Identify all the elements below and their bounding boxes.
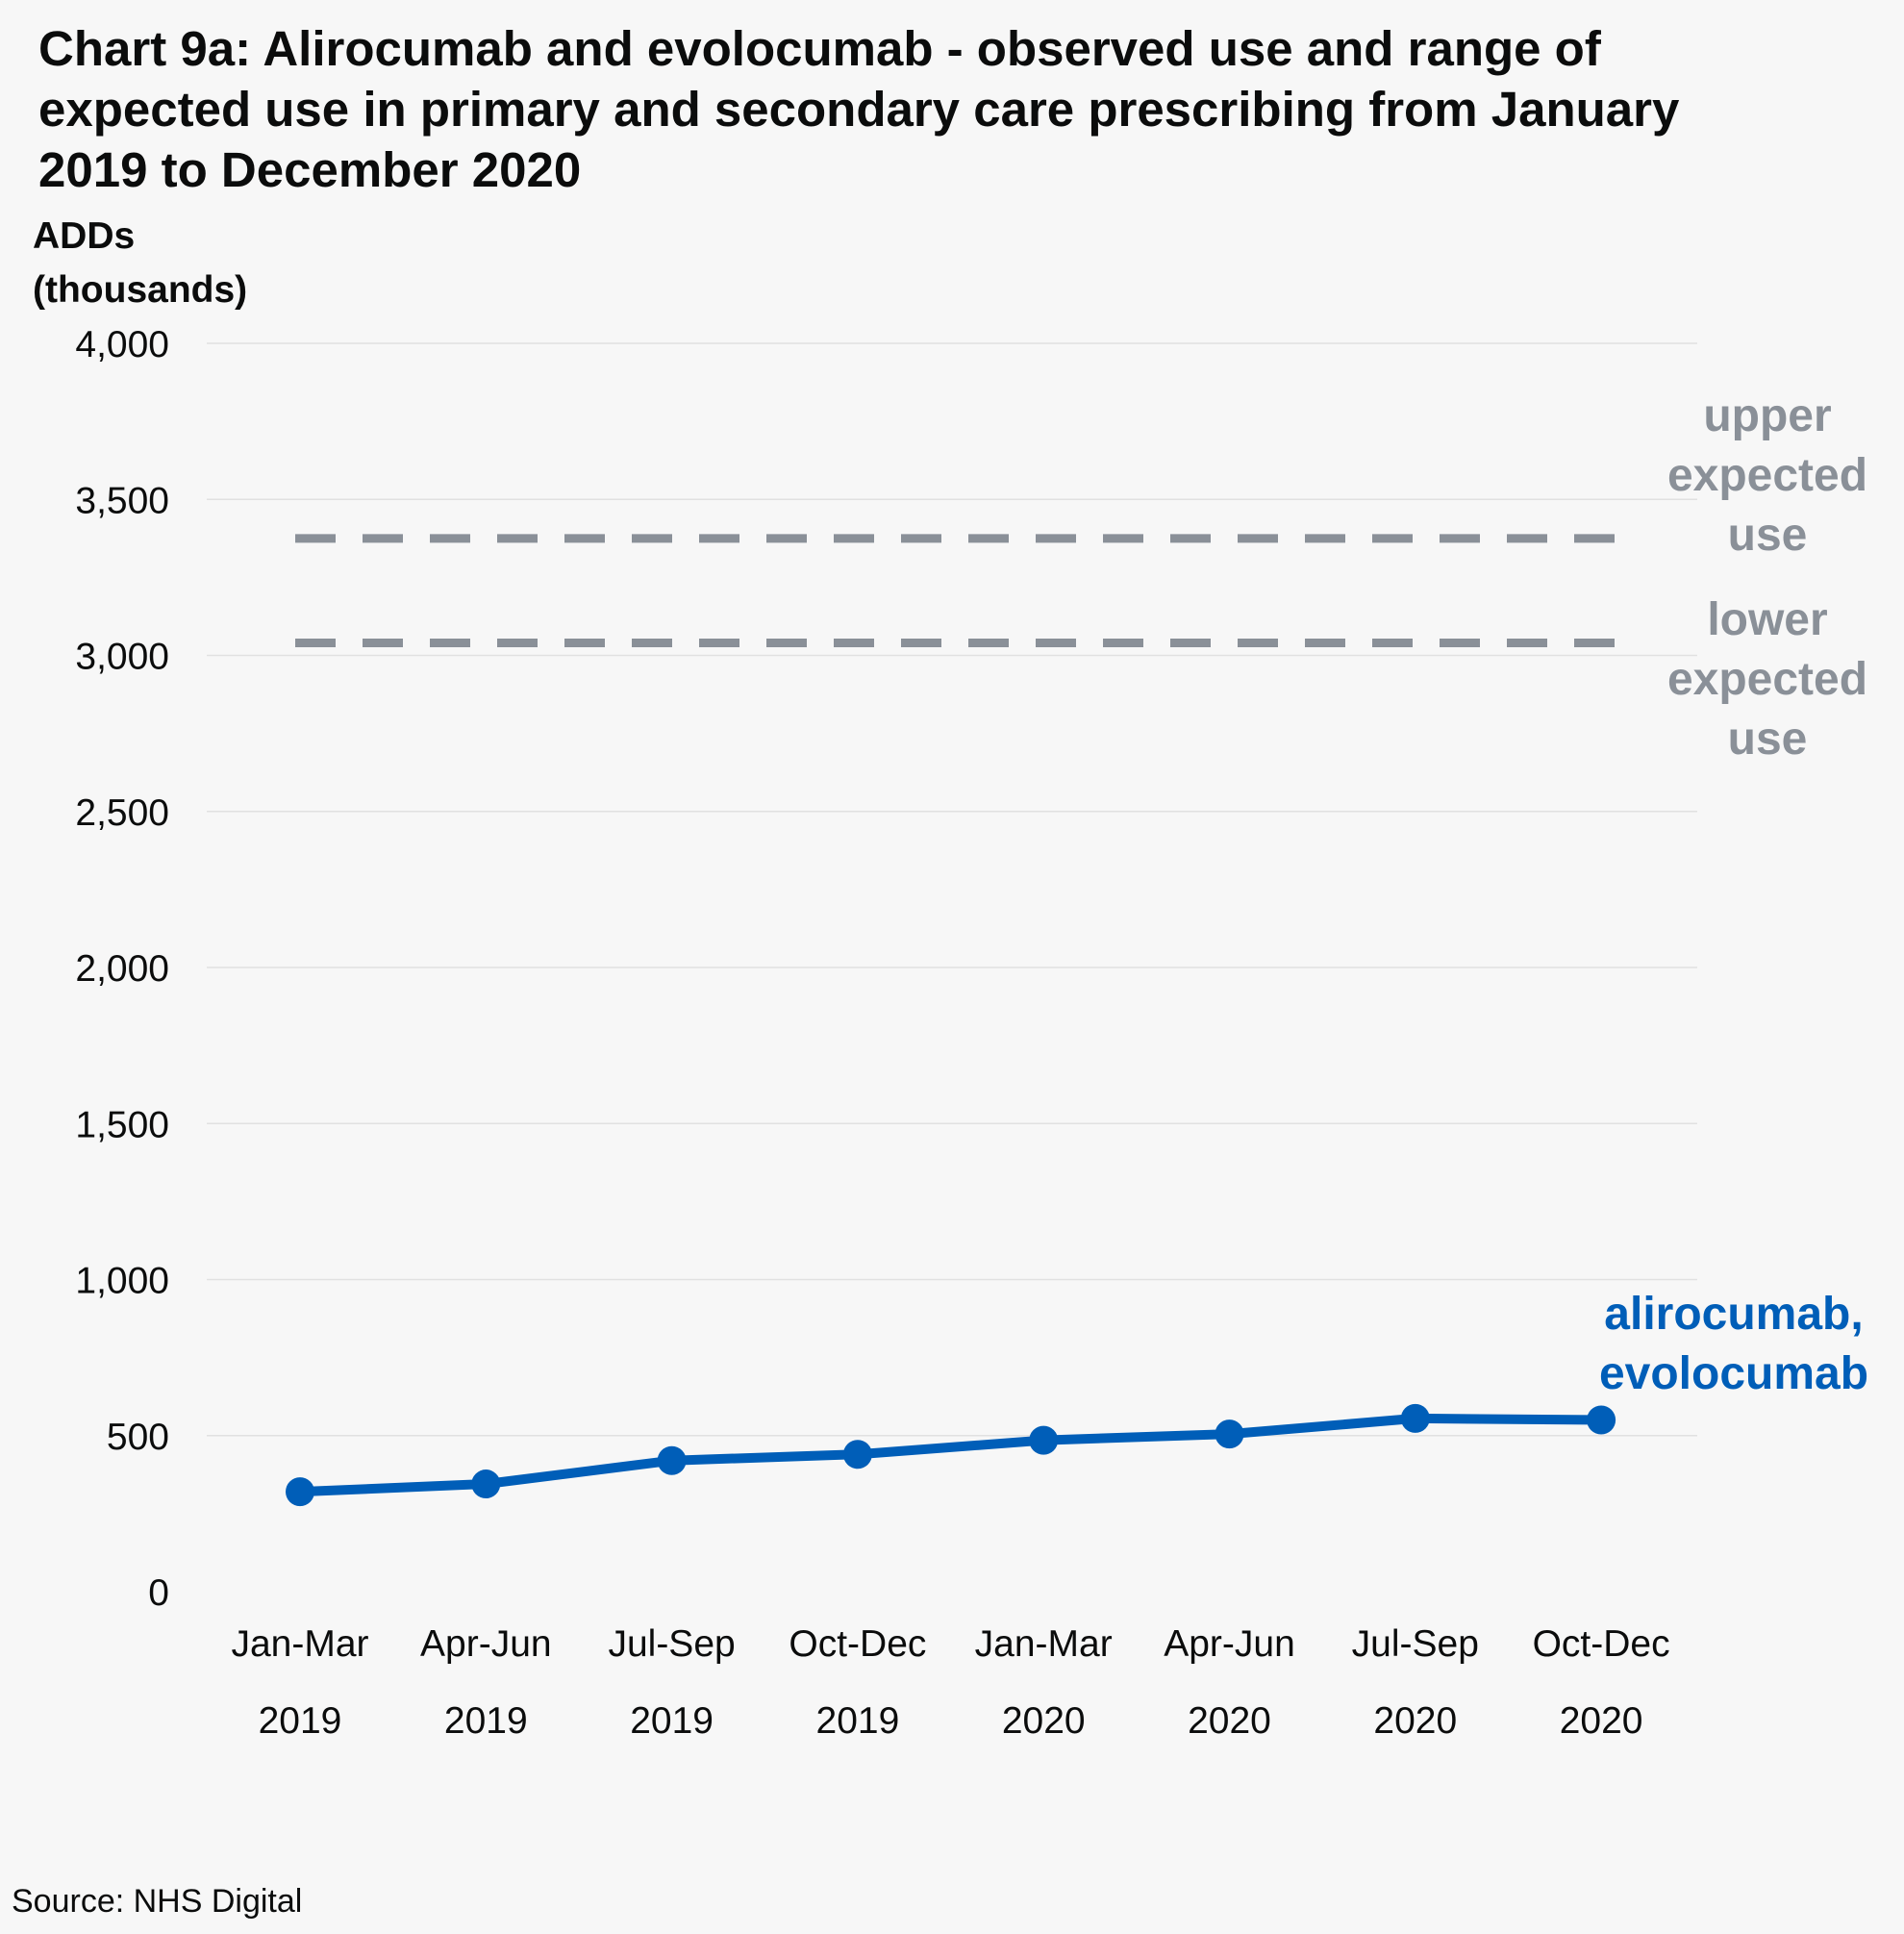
y-axis-label: ADDs (thousands) bbox=[33, 215, 247, 311]
chart-title: Chart 9a: Alirocumab and evolocumab - ob… bbox=[38, 21, 1680, 197]
x-tick-label: 2020 bbox=[1373, 1700, 1457, 1742]
x-tick-label: Apr-Jun bbox=[420, 1623, 552, 1665]
x-tick-label: Jul-Sep bbox=[608, 1623, 735, 1665]
x-tick-label: Jul-Sep bbox=[1352, 1623, 1479, 1665]
y-tick-label: 3,000 bbox=[75, 637, 169, 678]
data-point bbox=[842, 1440, 872, 1469]
y-tick-label: 3,500 bbox=[75, 480, 169, 521]
chart-title-line: expected use in primary and secondary ca… bbox=[38, 82, 1680, 137]
series-label: alirocumab, bbox=[1604, 1289, 1863, 1340]
y-tick-label: 2,000 bbox=[75, 948, 169, 990]
chart-title-line: Chart 9a: Alirocumab and evolocumab - ob… bbox=[38, 21, 1602, 76]
y-tick-label: 1,500 bbox=[75, 1104, 169, 1145]
x-tick-label: 2019 bbox=[259, 1700, 342, 1742]
x-tick-label: Jan-Mar bbox=[975, 1623, 1113, 1665]
x-tick-label: 2019 bbox=[630, 1700, 714, 1742]
data-point bbox=[471, 1469, 501, 1499]
x-tick-label: 2019 bbox=[816, 1700, 900, 1742]
x-tick-label: Oct-Dec bbox=[1533, 1623, 1670, 1665]
data-point bbox=[1215, 1419, 1244, 1449]
chart-title-line: 2019 to December 2020 bbox=[38, 142, 581, 197]
data-point bbox=[286, 1477, 314, 1507]
series: alirocumab, evolocumab bbox=[286, 1289, 1868, 1507]
y-axis-label-line: (thousands) bbox=[33, 269, 247, 311]
y-tick-label: 4,000 bbox=[75, 324, 169, 365]
x-tick-label: 2020 bbox=[1002, 1700, 1086, 1742]
y-tick-label: 0 bbox=[148, 1572, 169, 1614]
source-note: Source: NHS Digital bbox=[12, 1883, 302, 1920]
series-line bbox=[295, 1413, 1607, 1497]
y-axis-ticks: 0 500 1,000 1,500 2,000 2,500 3,000 3,500 4,000 bbox=[75, 324, 169, 1614]
data-point bbox=[1587, 1405, 1616, 1435]
reference-lines: upper expected use lower expected use bbox=[295, 390, 1867, 765]
x-tick-label: Jan-Mar bbox=[231, 1623, 368, 1665]
y-axis-label-line: ADDs bbox=[33, 215, 135, 257]
reference-line-label: expected bbox=[1667, 654, 1867, 705]
data-point bbox=[1029, 1425, 1059, 1455]
y-tick-label: 1,000 bbox=[75, 1261, 169, 1302]
series-label: evolocumab bbox=[1599, 1348, 1868, 1399]
x-axis-ticks: Jan-Mar 2019 Apr-Jun 2019 Jul-Sep 2019 Oct-Dec… bbox=[231, 1623, 1669, 1742]
reference-line-label: expected bbox=[1667, 450, 1867, 501]
reference-line-label: upper bbox=[1703, 390, 1831, 441]
x-tick-label: Apr-Jun bbox=[1164, 1623, 1295, 1665]
reference-line-label: lower bbox=[1707, 594, 1827, 645]
x-tick-label: Oct-Dec bbox=[789, 1623, 926, 1665]
y-tick-label: 2,500 bbox=[75, 792, 169, 834]
reference-line-label: use bbox=[1728, 510, 1808, 561]
reference-line-label: use bbox=[1728, 714, 1808, 765]
y-tick-label: 500 bbox=[107, 1417, 169, 1458]
gridlines bbox=[207, 342, 1697, 1437]
data-point bbox=[657, 1445, 687, 1475]
data-point bbox=[1400, 1403, 1430, 1433]
x-tick-label: 2020 bbox=[1560, 1700, 1643, 1742]
x-tick-label: 2019 bbox=[444, 1700, 528, 1742]
x-tick-label: 2020 bbox=[1188, 1700, 1271, 1742]
chart-source: Source: NHS Digital bbox=[12, 1883, 302, 1920]
